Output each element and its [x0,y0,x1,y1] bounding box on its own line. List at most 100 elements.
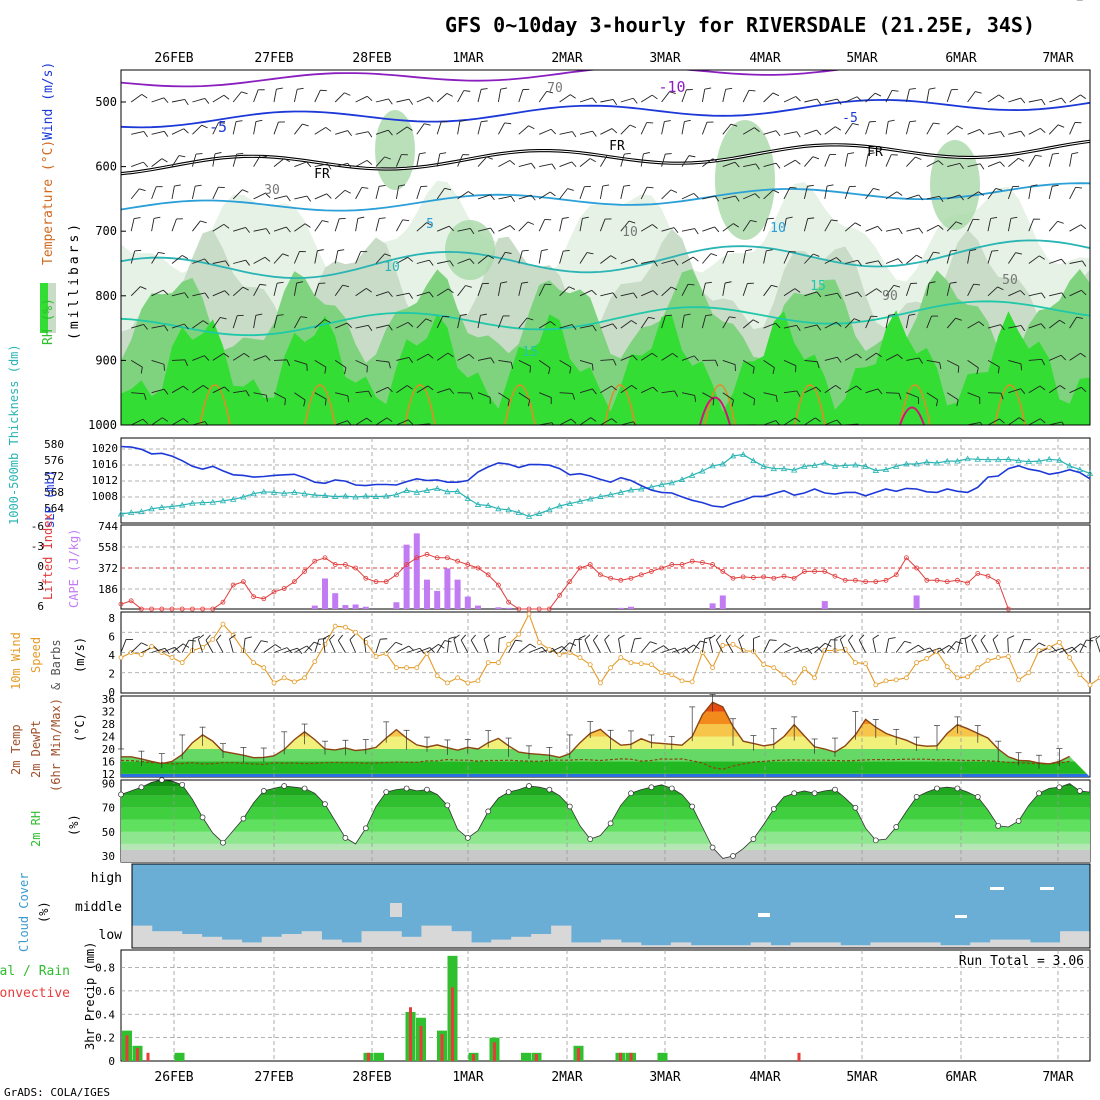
wind-barb [835,126,842,131]
cloud-level-label: middle [75,900,122,915]
wind-speed-point [169,655,175,660]
wind-barb [379,217,386,220]
wind-barb-10m [895,640,905,653]
thickness-point [903,460,910,467]
wind-barb [273,253,283,264]
wind-barb-10m [858,639,867,653]
wind-barb-10m [681,644,695,653]
wind-barb [946,250,951,264]
wind-barb [530,194,536,201]
wind-barb [334,189,346,200]
wind-barb [284,398,286,406]
precip-conv-bar [136,1048,139,1061]
wind-barb-10m [549,646,563,653]
cloud-low-bar [511,936,522,948]
wind-speed-point [475,678,481,684]
cloud-level-label: low [99,928,123,943]
wind-barb-10m [499,635,507,639]
wind-barb [162,289,169,295]
wind-barb [314,163,328,168]
wind-barb-10m [753,635,761,639]
wind-barb-10m [197,639,204,653]
wind-barb [518,250,523,264]
wind-barb [702,253,712,264]
wind-barb [171,292,185,297]
wind-barb [273,158,285,167]
wind-barb-10m [151,647,166,653]
wind-barb [223,94,230,100]
wind-barb [979,163,985,170]
wind-barb [582,216,589,219]
wind-barb [204,258,210,265]
wind-barb [347,395,350,403]
wind-barb [804,156,814,167]
wind-barb [730,123,738,127]
warm-contour [504,384,536,425]
wind-barb [1048,153,1053,167]
cloud-low-bar [810,942,821,948]
wind-barb [701,89,706,103]
thickness-point [556,502,563,509]
wind-barb [306,161,312,168]
wind-barb [620,124,631,135]
wind-barb [620,292,634,297]
thickness-point [179,501,186,508]
wind-barb [1039,418,1046,424]
wind-barb [396,126,408,135]
wind-barb-10m [337,634,344,641]
cape-bar [464,596,471,609]
wind-barb [786,216,793,219]
rh-point [668,785,675,792]
wind-barb [355,359,368,367]
warm-contour [304,384,336,425]
wind-barb-10m [171,643,184,653]
wind-barb [531,163,536,169]
wind-barb [681,228,695,232]
wind-barb [327,424,329,425]
cape-bar [362,606,369,609]
wind-barb [886,424,887,425]
wind-barb [559,94,571,103]
wind-barb [355,324,369,329]
cloud-low-bar [800,942,811,948]
wind-barb-10m [559,642,570,653]
wind-barb [521,281,529,284]
wind-barb [386,417,393,422]
wind-barb [804,291,817,297]
wind-speed-point [291,679,297,685]
wind-barb [233,227,246,232]
wind-barb [701,283,706,296]
thickness-point [485,502,492,508]
wind-barb [1089,263,1090,264]
wind-barb [633,292,638,299]
wind-barb [673,259,679,266]
wind-barb [865,288,877,297]
wind-barb-10m [181,639,190,653]
contour-label: 10 [622,225,638,240]
rh-point [995,822,1002,829]
rh-point [974,794,981,800]
wind-barb [1080,352,1087,358]
rh-point [158,777,165,783]
wind-barb [928,87,936,90]
wind-barb [550,321,556,326]
rh-point [1015,818,1022,824]
rh-ytick: 90 [102,778,115,791]
upper-ytick: 800 [95,289,117,303]
wind-barb-10m [337,640,346,653]
wind-barb [183,128,189,134]
wind-barb [1000,324,1005,331]
wind-barb [416,123,425,135]
wind-barb [915,156,922,160]
wind-barb [1059,385,1066,390]
temperature-contour [121,182,1090,212]
run-total-label: Run Total = 3.06 [959,954,1084,969]
wind-barb [918,227,924,234]
wind-barb [1069,260,1083,264]
date-label-top: 2MAR [551,51,582,66]
wind-barb [722,251,729,264]
wind-barb [408,357,414,364]
wind-barb-10m [1007,635,1015,639]
wind-barb [497,315,504,329]
lifted-index-point [465,562,471,567]
